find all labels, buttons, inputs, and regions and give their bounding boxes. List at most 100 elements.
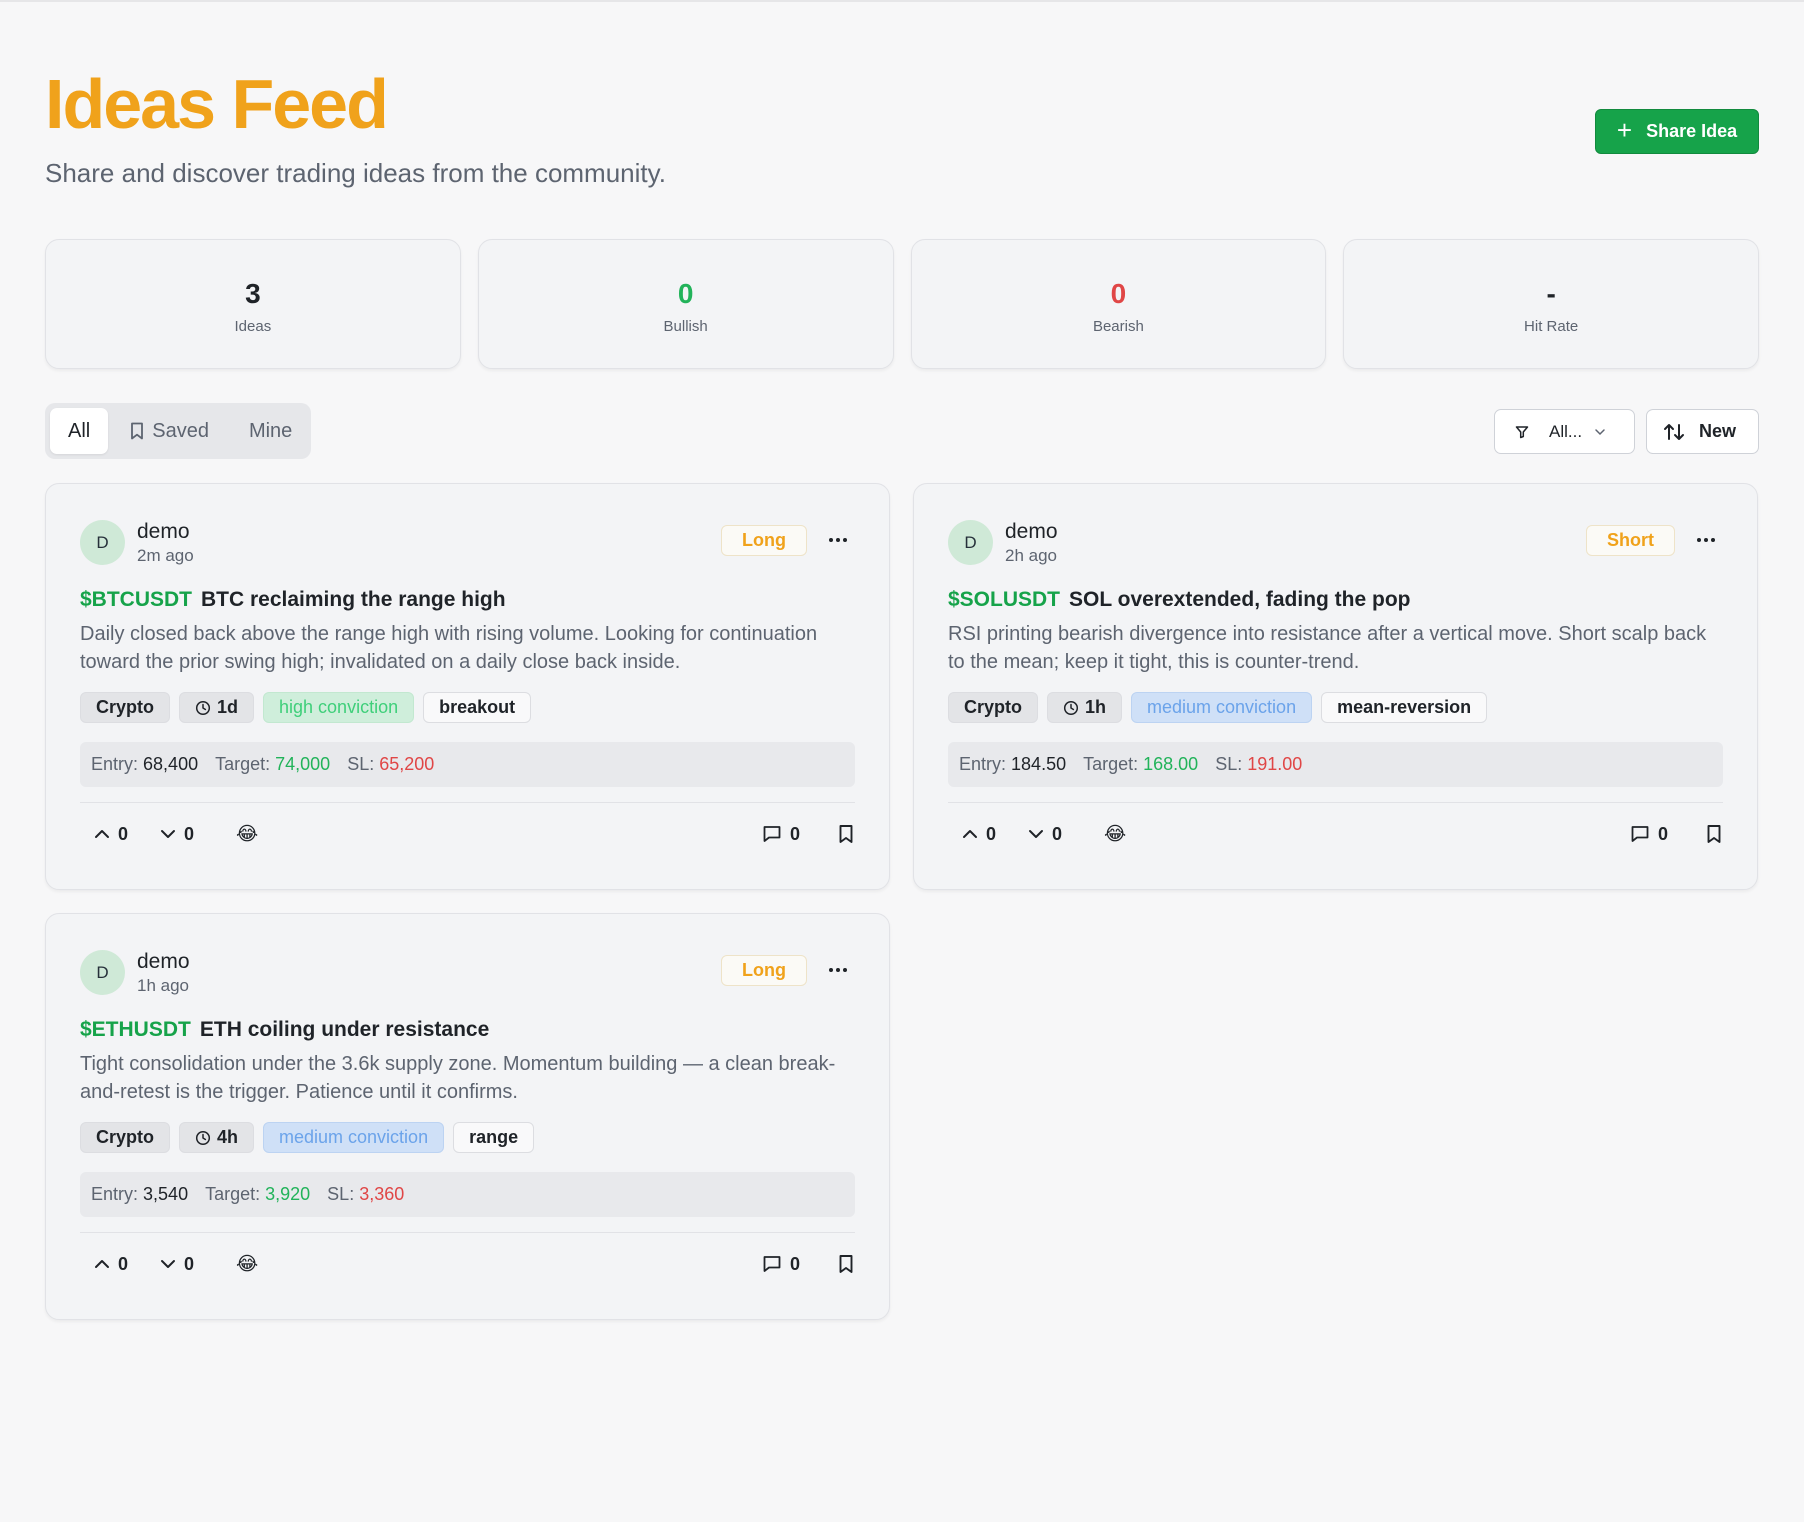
sort-button[interactable]: New bbox=[1646, 409, 1759, 454]
comments-button[interactable]: 0 bbox=[762, 824, 800, 845]
upvote-button[interactable]: 0 bbox=[94, 824, 128, 845]
stat-value: 0 bbox=[1110, 277, 1127, 309]
direction-badge: Short bbox=[1586, 525, 1675, 556]
ticker-symbol[interactable]: $SOLUSDT bbox=[948, 588, 1061, 611]
tab-mine[interactable]: Mine bbox=[231, 408, 310, 454]
more-options-icon[interactable] bbox=[827, 960, 849, 980]
idea-description: Tight consolidation under the 3.6k suppl… bbox=[80, 1053, 836, 1103]
setup-tag: range bbox=[453, 1122, 535, 1153]
trade-levels: Entry: 3,540 Target: 3,920 SL: 3,360 bbox=[80, 1172, 855, 1217]
clock-icon bbox=[1063, 700, 1079, 716]
clock-icon bbox=[195, 700, 211, 716]
page-header: Ideas Feed Share and discover trading id… bbox=[45, 2, 1759, 212]
stat-value: 3 bbox=[245, 277, 261, 309]
divider bbox=[948, 802, 1723, 803]
entry-level: Entry: 68,400 bbox=[91, 754, 199, 774]
downvote-button[interactable]: 0 bbox=[1028, 824, 1062, 845]
reaction-button[interactable]: 😂 bbox=[236, 1253, 259, 1275]
idea-heading[interactable]: $ETHUSDT ETH coiling under resistance bbox=[80, 1018, 489, 1042]
downvote-count: 0 bbox=[184, 823, 195, 844]
idea-title: ETH coiling under resistance bbox=[199, 1018, 490, 1041]
divider bbox=[80, 1232, 855, 1233]
comments-button[interactable]: 0 bbox=[762, 1254, 800, 1275]
timeframe-label: 1d bbox=[217, 697, 239, 717]
tab-label: All bbox=[68, 419, 91, 442]
bookmark-icon bbox=[1706, 824, 1722, 844]
comment-icon bbox=[1630, 824, 1650, 844]
upvote-count: 0 bbox=[986, 823, 997, 844]
ticker-symbol[interactable]: $BTCUSDT bbox=[80, 588, 193, 611]
setup-tag: mean-reversion bbox=[1321, 692, 1488, 723]
bookmark-icon bbox=[838, 1254, 854, 1274]
market-tag: Crypto bbox=[80, 1122, 170, 1153]
downvote-button[interactable]: 0 bbox=[160, 824, 194, 845]
save-bookmark-button[interactable] bbox=[1706, 824, 1722, 844]
chevron-up-icon bbox=[94, 828, 110, 840]
tab-saved[interactable]: Saved bbox=[112, 408, 227, 454]
entry-level: Entry: 184.50 bbox=[959, 754, 1067, 774]
stat-bearish: 0 Bearish bbox=[910, 239, 1327, 369]
trade-levels: Entry: 68,400 Target: 74,000 SL: 65,200 bbox=[80, 742, 855, 787]
sort-arrows-icon bbox=[1663, 422, 1685, 442]
clock-icon bbox=[195, 1130, 211, 1146]
ticker-symbol[interactable]: $ETHUSDT bbox=[80, 1018, 191, 1041]
downvote-button[interactable]: 0 bbox=[160, 1254, 194, 1275]
comment-icon bbox=[762, 1254, 782, 1274]
tab-all[interactable]: All bbox=[50, 408, 109, 454]
timeframe-tag: 4h bbox=[179, 1122, 255, 1153]
target-level: Target: 168.00 bbox=[1083, 754, 1199, 774]
stat-label: Bearish bbox=[1092, 317, 1144, 335]
comment-count: 0 bbox=[1657, 823, 1668, 844]
upvote-count: 0 bbox=[118, 1253, 129, 1274]
downvote-count: 0 bbox=[184, 1253, 195, 1274]
direction-badge: Long bbox=[721, 525, 807, 556]
share-idea-button[interactable]: + Share Idea bbox=[1595, 109, 1759, 154]
stop-loss-level: SL: 3,360 bbox=[327, 1184, 405, 1204]
stat-label: Hit Rate bbox=[1524, 317, 1579, 335]
conviction-tag: medium conviction bbox=[1131, 692, 1313, 723]
stat-hit-rate: - Hit Rate bbox=[1343, 239, 1759, 369]
idea-tags: Crypto 4h medium conviction range bbox=[80, 1122, 535, 1153]
conviction-tag: high conviction bbox=[263, 692, 415, 723]
tab-label: Mine bbox=[248, 419, 293, 442]
more-options-icon[interactable] bbox=[1695, 530, 1717, 550]
author-name[interactable]: demo bbox=[1005, 520, 1058, 543]
author-name[interactable]: demo bbox=[137, 950, 190, 973]
upvote-count: 0 bbox=[118, 823, 129, 844]
downvote-count: 0 bbox=[1052, 823, 1063, 844]
timeframe-label: 1h bbox=[1085, 697, 1107, 717]
idea-description: Daily closed back above the range high w… bbox=[80, 623, 818, 673]
more-options-icon[interactable] bbox=[827, 530, 849, 550]
setup-tag: breakout bbox=[423, 692, 532, 723]
idea-card: D demo 2h ago Short $SOLUSDT SOL overexte… bbox=[913, 483, 1758, 890]
comment-count: 0 bbox=[789, 823, 800, 844]
idea-card: D demo 1h ago Long $ETHUSDT ETH coiling u… bbox=[45, 913, 890, 1320]
filter-icon bbox=[1515, 425, 1529, 439]
idea-heading[interactable]: $SOLUSDT SOL overextended, fading the pop bbox=[948, 588, 1411, 612]
share-idea-label: Share Idea bbox=[1646, 121, 1738, 141]
idea-tags: Crypto 1h medium conviction mean-reversi… bbox=[948, 692, 1488, 723]
save-bookmark-button[interactable] bbox=[838, 824, 854, 844]
page-subtitle: Share and discover trading ideas from th… bbox=[45, 158, 666, 188]
chevron-down-icon bbox=[1594, 428, 1606, 436]
idea-card: D demo 2m ago Long $BTCUSDT BTC reclaimin… bbox=[45, 483, 890, 890]
comments-button[interactable]: 0 bbox=[1630, 824, 1668, 845]
author-name[interactable]: demo bbox=[137, 520, 190, 543]
chevron-up-icon bbox=[94, 1258, 110, 1270]
filter-value: All... bbox=[1549, 421, 1583, 441]
comment-count: 0 bbox=[789, 1253, 800, 1274]
idea-actions: 0 0 😂 0 bbox=[962, 814, 1722, 854]
stat-value: 0 bbox=[677, 277, 694, 309]
reaction-button[interactable]: 😂 bbox=[1104, 823, 1127, 845]
upvote-button[interactable]: 0 bbox=[94, 1254, 128, 1275]
target-level: Target: 3,920 bbox=[205, 1184, 311, 1204]
sort-label: New bbox=[1699, 421, 1737, 441]
idea-heading[interactable]: $BTCUSDT BTC reclaiming the range high bbox=[80, 588, 506, 612]
market-filter-select[interactable]: All... bbox=[1494, 409, 1635, 454]
save-bookmark-button[interactable] bbox=[838, 1254, 854, 1274]
page-title: Ideas Feed bbox=[45, 65, 389, 143]
upvote-button[interactable]: 0 bbox=[962, 824, 996, 845]
reaction-button[interactable]: 😂 bbox=[236, 823, 259, 845]
post-time: 1h ago bbox=[137, 976, 189, 995]
post-time: 2h ago bbox=[1005, 546, 1057, 565]
